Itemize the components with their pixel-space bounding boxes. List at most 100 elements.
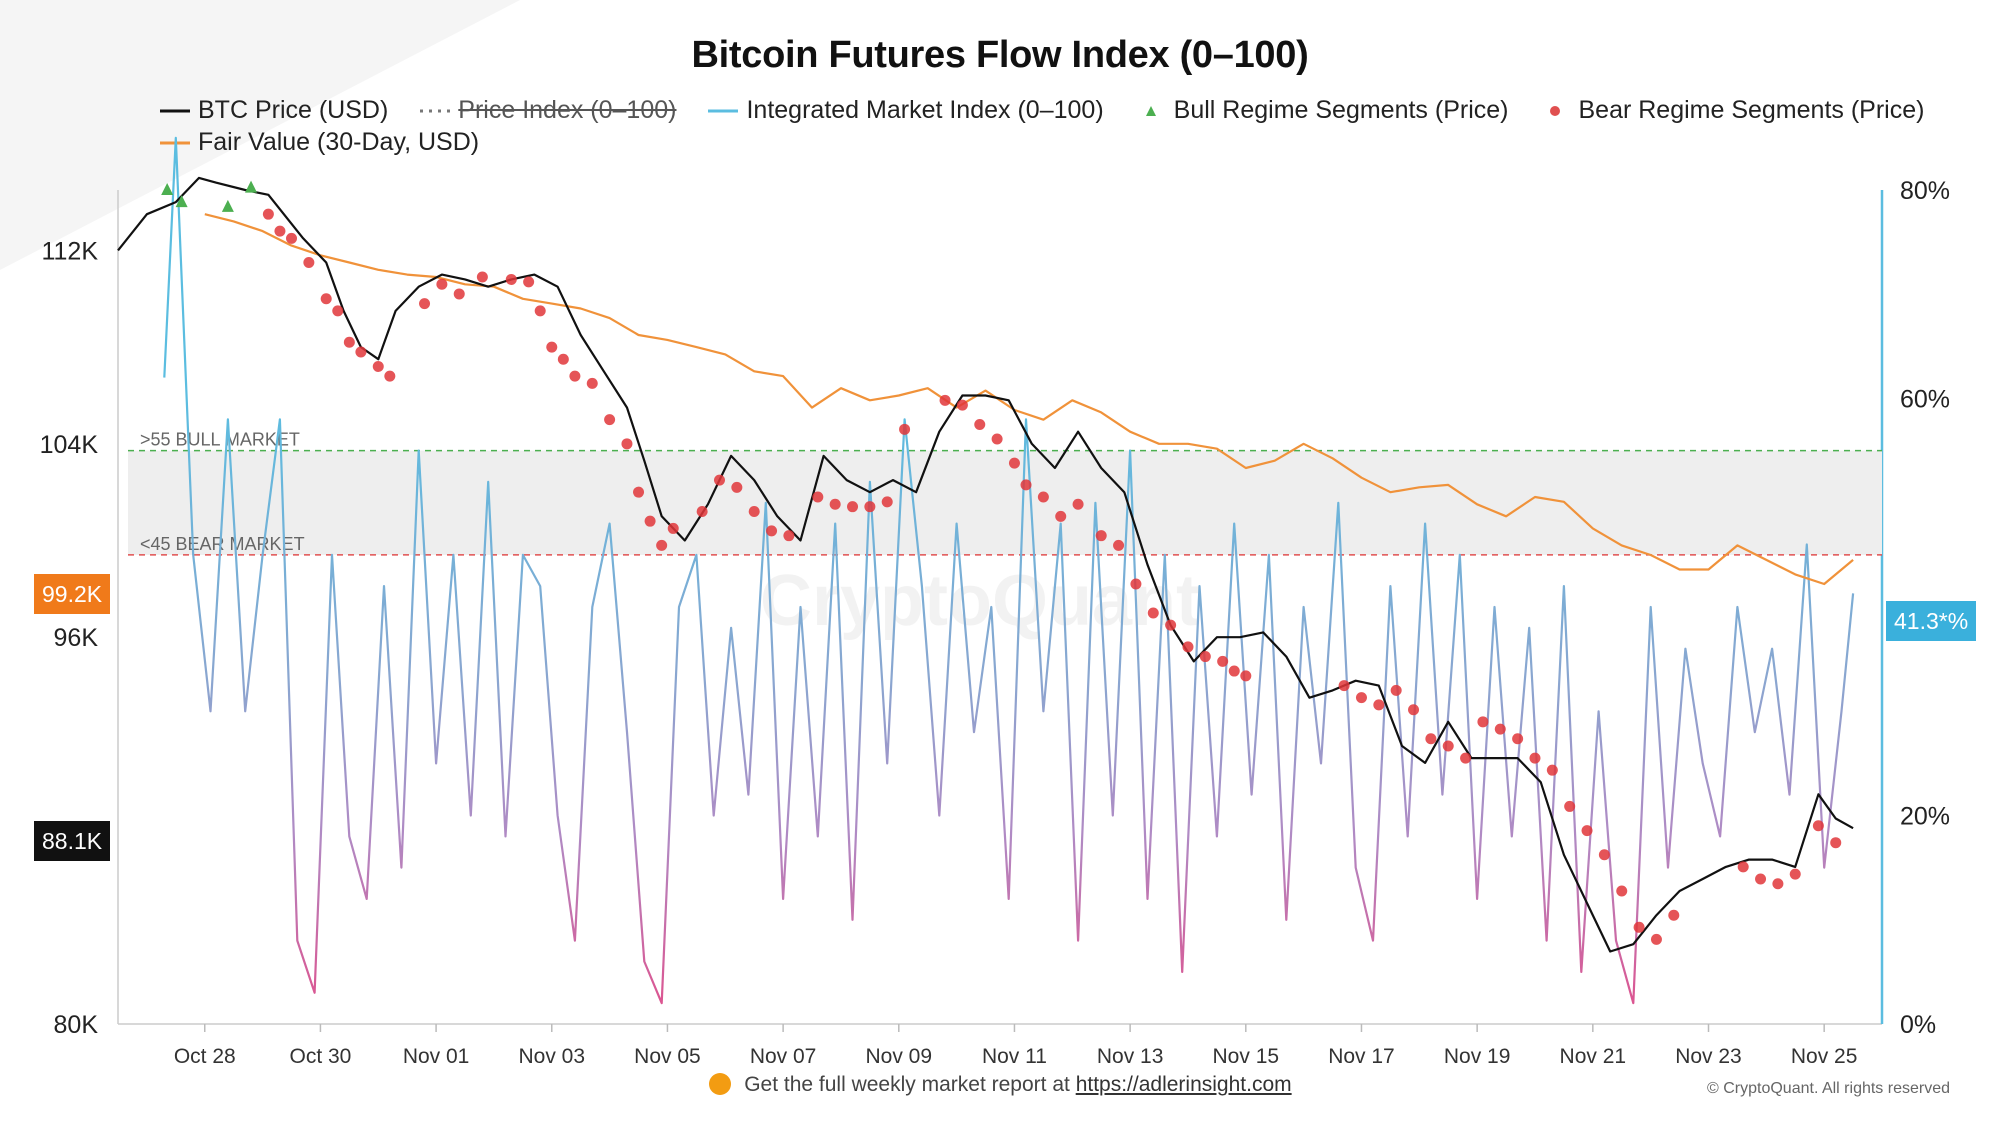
x-tick-label: Nov 03	[518, 1045, 585, 1068]
bear-segment-point	[436, 278, 448, 290]
bear-segment-point	[569, 370, 581, 382]
x-tick-label: Nov 01	[403, 1045, 470, 1068]
bear-segment-point	[991, 433, 1003, 445]
bear-segment-point	[1113, 539, 1125, 551]
right-tick-label: 60%	[1900, 386, 1950, 414]
left-tick-label: 112K	[41, 237, 98, 265]
bear-segment-point	[274, 225, 286, 237]
bear-segment-point	[384, 370, 396, 382]
bear-segment-point	[1512, 733, 1524, 745]
right-tick-label: 20%	[1900, 803, 1950, 831]
orange-circle-icon	[709, 1073, 732, 1095]
bear-segment-point	[1737, 861, 1749, 873]
bull-segment-point	[175, 195, 188, 208]
bull-threshold-label: >55 BULL MARKET	[140, 430, 300, 450]
bear-segment-point	[1008, 457, 1020, 469]
bear-segment-point	[1564, 800, 1576, 812]
btc-price-line	[117, 176, 1854, 953]
bear-segment-point	[812, 491, 824, 503]
x-tick-label: Nov 09	[866, 1045, 933, 1068]
bear-segment-point	[1240, 670, 1252, 682]
x-tick-label: Nov 23	[1675, 1045, 1742, 1068]
fair-value-last-badge: 99.2K	[34, 574, 111, 614]
line-swatch-icon	[708, 109, 739, 112]
bear-segment-point	[1477, 716, 1489, 728]
bear-segment-point	[453, 288, 465, 300]
legend-label-fair-value: Fair Value (30-Day, USD)	[198, 128, 480, 156]
x-tick-label: Oct 28	[174, 1045, 236, 1068]
bear-segment-point	[476, 271, 488, 283]
bear-segment-point	[1529, 752, 1541, 764]
bear-segment-point	[1199, 651, 1211, 663]
bear-segment-point	[1072, 498, 1084, 510]
bear-segment-point	[1755, 873, 1767, 885]
bear-segment-point	[1668, 909, 1680, 921]
bear-segment-point	[1650, 933, 1662, 945]
bull-segment-point	[161, 183, 174, 195]
price-last-badge: 88.1K	[34, 821, 111, 861]
bear-segment-point	[505, 273, 517, 285]
bear-segment-point	[667, 522, 679, 534]
bear-segment-point	[1338, 680, 1350, 692]
neutral-zone	[128, 450, 1882, 555]
bear-segment-point	[1616, 885, 1628, 897]
bear-segment-point	[286, 232, 298, 244]
bear-segment-point	[1020, 479, 1032, 491]
integrated-index-line	[163, 136, 1855, 1005]
bear-segment-point	[557, 353, 569, 365]
bear-threshold-label: <45 BEAR MARKET	[140, 534, 305, 554]
bear-segment-point	[343, 336, 355, 348]
bear-segment-point	[1217, 655, 1229, 667]
bear-segment-point	[1812, 820, 1824, 832]
bear-segment-point	[586, 377, 598, 389]
index-last-badge: 41.3*%	[1886, 601, 1977, 641]
bear-segment-point	[696, 506, 708, 518]
bear-segment-point	[956, 399, 968, 411]
legend-item-btc-price[interactable]: BTC Price (USD)	[160, 96, 388, 125]
bear-segment-point	[262, 208, 274, 220]
bear-segment-point	[355, 346, 367, 358]
bear-segment-point	[1355, 692, 1367, 704]
triangle-swatch-icon	[1145, 105, 1156, 116]
legend-item-integrated-index[interactable]: Integrated Market Index (0–100)	[708, 96, 1104, 125]
bear-segment-point	[1037, 491, 1049, 503]
legend-label-bull-segments: Bull Regime Segments (Price)	[1173, 96, 1509, 124]
copyright-text: © CryptoQuant. All rights reserved	[1707, 1080, 1950, 1097]
bear-segment-point	[1147, 607, 1159, 619]
legend-item-bull-segments[interactable]: Bull Regime Segments (Price)	[1136, 96, 1509, 125]
legend-label-price-index: Price Index (0–100)	[458, 96, 677, 124]
right-tick-label: 80%	[1900, 177, 1950, 205]
bear-segment-point	[847, 501, 859, 513]
bear-segment-point	[829, 498, 841, 510]
legend-item-price-index[interactable]: Price Index (0–100)	[420, 96, 676, 125]
bear-segment-point	[546, 341, 558, 353]
x-tick-label: Nov 07	[750, 1045, 817, 1068]
bear-segment-point	[1055, 510, 1067, 522]
legend-item-bear-segments[interactable]: Bear Regime Segments (Price)	[1540, 96, 1924, 125]
bear-segment-point	[332, 305, 344, 317]
bear-segment-point	[419, 298, 431, 310]
bear-segment-point	[656, 539, 668, 551]
footer-link[interactable]: https://adlerinsight.com	[1075, 1073, 1292, 1096]
bear-segment-point	[621, 438, 633, 450]
bear-segment-point	[1581, 825, 1593, 837]
footer-note: Get the full weekly market report at htt…	[0, 1072, 2000, 1097]
x-tick-label: Nov 05	[634, 1045, 701, 1068]
bear-segment-point	[1408, 704, 1420, 716]
x-tick-label: Nov 25	[1791, 1045, 1858, 1068]
line-swatch-icon	[160, 109, 190, 112]
bear-segment-point	[748, 506, 760, 518]
bear-segment-point	[881, 496, 893, 508]
bear-segment-point	[899, 423, 911, 435]
x-tick-label: Oct 30	[289, 1045, 351, 1068]
chart-title: Bitcoin Futures Flow Index (0–100)	[691, 34, 1309, 76]
x-tick-label: Nov 21	[1560, 1045, 1627, 1068]
right-tick-label: 0%	[1900, 1011, 1936, 1039]
bear-segment-point	[864, 501, 876, 513]
x-tick-label: Nov 13	[1097, 1045, 1164, 1068]
bear-segment-point	[1130, 578, 1142, 590]
fair-value-line	[204, 213, 1854, 586]
bear-segment-point	[1442, 740, 1454, 752]
